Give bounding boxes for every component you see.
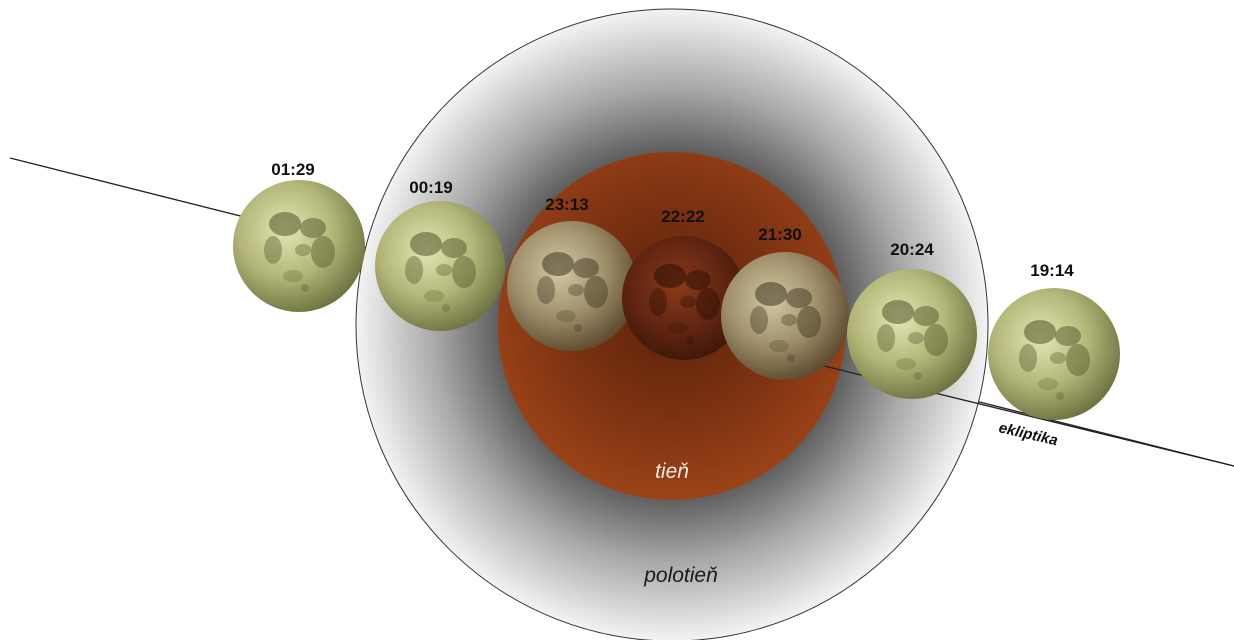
time-label-21-30: 21:30 — [758, 225, 801, 244]
moon-01-29 — [233, 180, 365, 312]
moon-23-13 — [507, 221, 637, 351]
moon-21-30 — [721, 252, 849, 380]
time-label-01-29: 01:29 — [271, 160, 314, 179]
moon-00-19 — [375, 201, 505, 331]
moon-19-14 — [988, 288, 1120, 420]
time-label-00-19: 00:19 — [409, 178, 452, 197]
time-label-22-22: 22:22 — [661, 207, 704, 226]
time-label-23-13: 23:13 — [545, 195, 588, 214]
moon-22-22 — [622, 236, 746, 360]
moon-20-24 — [847, 269, 977, 399]
penumbra-label: polotieň — [643, 564, 718, 587]
time-label-19-14: 19:14 — [1030, 261, 1074, 280]
ecliptic-label: ekliptika — [997, 419, 1059, 449]
umbra-label: tieň — [655, 460, 689, 483]
time-label-20-24: 20:24 — [890, 240, 934, 259]
